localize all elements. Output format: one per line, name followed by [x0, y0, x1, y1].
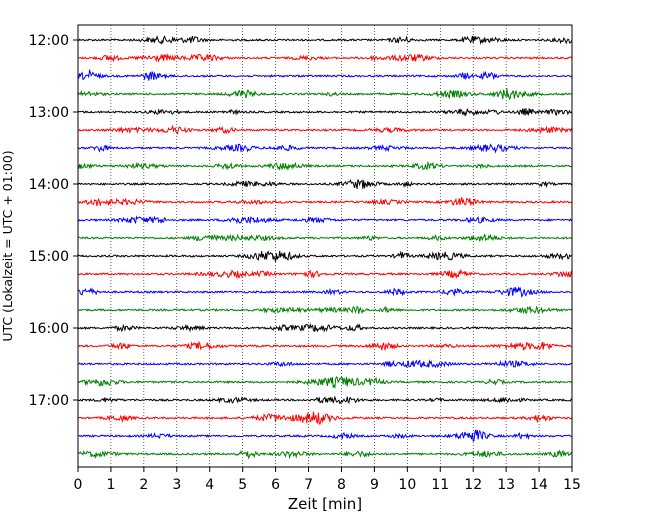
x-axis-label: Zeit [min] — [288, 495, 362, 513]
x-axis-ticks: 0 1 2 3 4 5 6 7 8 9 10 11 12 13 14 15 — [74, 467, 581, 493]
seismic-traces — [77, 35, 573, 460]
y-tick-label: 12:00 — [29, 33, 69, 49]
y-axis-ticks: 12:00 13:00 14:00 15:00 16:00 17:00 — [29, 33, 78, 409]
trace-line — [77, 108, 573, 117]
x-tick-label: 0 — [74, 477, 83, 493]
y-tick-label: 15:00 — [29, 249, 69, 265]
trace-line — [77, 449, 573, 460]
x-tick-label: 13 — [497, 477, 515, 493]
trace-line — [77, 53, 573, 63]
trace-line — [77, 160, 573, 172]
trace-line — [77, 429, 573, 442]
trace-line — [77, 305, 573, 315]
trace-line — [77, 411, 573, 425]
x-tick-label: 2 — [139, 477, 148, 493]
trace-line — [77, 340, 573, 352]
trace-line — [77, 179, 573, 189]
trace-line — [77, 286, 573, 298]
plot-frame — [77, 24, 573, 468]
trace-line — [77, 124, 573, 135]
x-tick-label: 9 — [370, 477, 379, 493]
y-tick-label: 14:00 — [29, 177, 69, 193]
trace-line — [77, 233, 573, 242]
y-tick-label: 16:00 — [29, 321, 69, 337]
x-tick-label: 10 — [398, 477, 416, 493]
trace-line — [77, 375, 573, 390]
y-tick-label: 13:00 — [29, 105, 69, 121]
trace-line — [77, 88, 573, 101]
x-tick-label: 15 — [563, 477, 581, 493]
x-tick-label: 1 — [106, 477, 115, 493]
x-tick-label: 3 — [172, 477, 181, 493]
x-tick-label: 5 — [238, 477, 247, 493]
x-tick-label: 12 — [464, 477, 482, 493]
trace-line — [77, 250, 573, 262]
x-tick-label: 11 — [431, 477, 449, 493]
trace-line — [77, 215, 573, 225]
x-tick-label: 14 — [530, 477, 548, 493]
x-tick-label: 8 — [337, 477, 346, 493]
y-axis-label: UTC (Lokalzeit = UTC + 01:00) — [0, 150, 15, 341]
y-tick-label: 17:00 — [29, 393, 69, 409]
trace-line — [77, 143, 573, 154]
x-tick-label: 7 — [304, 477, 313, 493]
trace-line — [77, 68, 573, 81]
x-tick-label: 4 — [205, 477, 214, 493]
trace-line — [77, 268, 573, 280]
trace-line — [77, 359, 573, 369]
trace-line — [77, 322, 573, 333]
trace-line — [77, 197, 573, 207]
trace-line — [77, 395, 573, 405]
trace-line — [77, 35, 573, 45]
x-tick-label: 6 — [271, 477, 280, 493]
